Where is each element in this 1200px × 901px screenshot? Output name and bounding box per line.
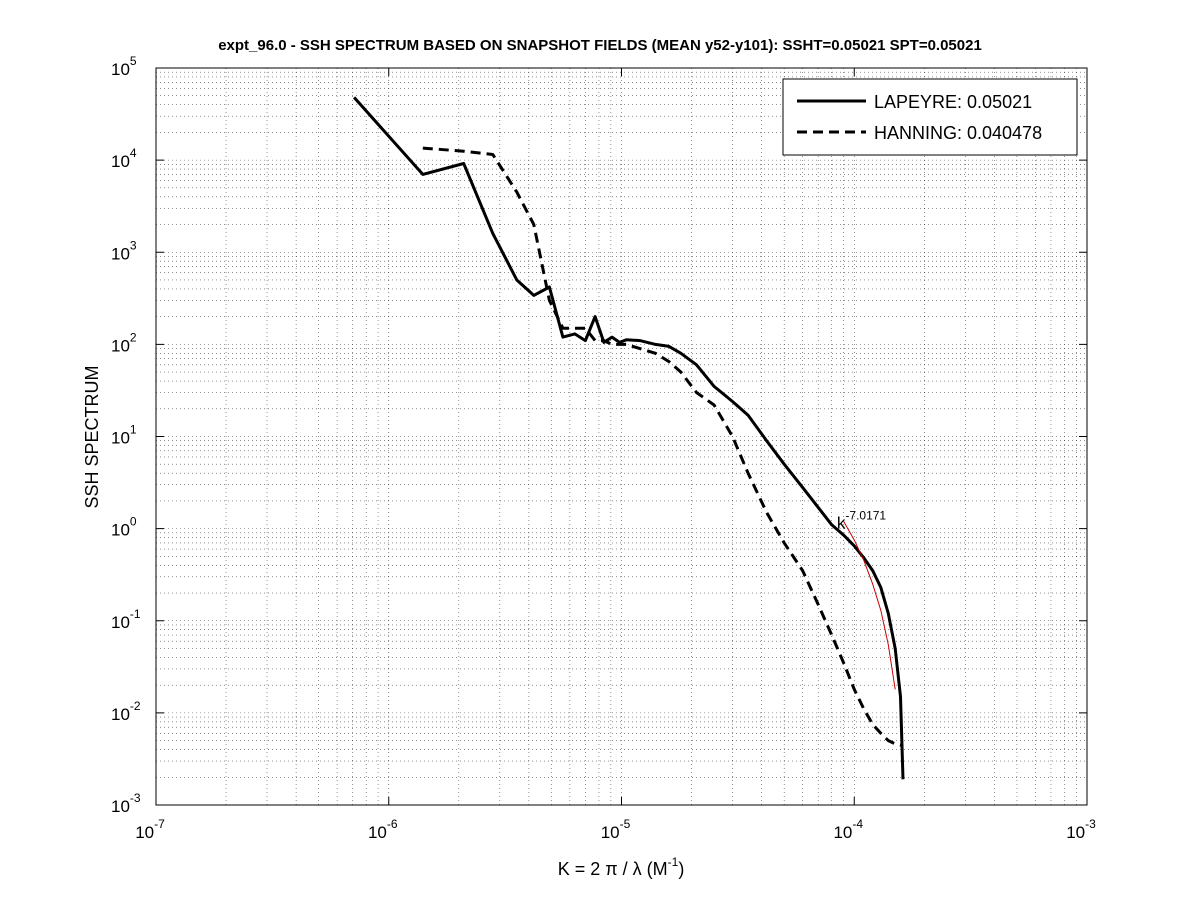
y-tick-label: 100 — [111, 515, 137, 540]
fit-slope-exponent: -7.0171 — [845, 509, 886, 523]
fit-slope-label: k-7.0171 — [837, 509, 887, 533]
y-axis-label: SSH SPECTRUM — [82, 365, 102, 508]
y-tick-label: 10-1 — [111, 607, 141, 632]
y-tick-label: 101 — [111, 423, 137, 448]
fit-annotation: k-7.0171 — [837, 509, 887, 533]
x-tick-label: 10-4 — [833, 817, 863, 842]
x-axis-label-main: K = 2 π / λ (M — [558, 859, 668, 879]
x-axis-label-exponent: -1 — [668, 855, 679, 869]
fit-slope-base: k — [837, 514, 846, 533]
legend: LAPEYRE: 0.05021 HANNING: 0.040478 — [782, 78, 1078, 156]
series-line-2 — [843, 521, 896, 690]
series-line-0 — [352, 96, 905, 780]
y-tick-label: 103 — [111, 238, 137, 263]
series-line-1 — [422, 146, 904, 748]
x-axis-label: K = 2 π / λ (M-1) — [558, 855, 685, 879]
y-tick-label: 102 — [111, 330, 137, 355]
legend-box — [782, 78, 1078, 156]
x-tick-label: 10-5 — [601, 817, 631, 842]
y-tick-label: 104 — [111, 146, 137, 171]
y-tick-label: 105 — [111, 54, 137, 79]
y-tick-label: 10-3 — [111, 791, 141, 816]
chart-title: expt_96.0 - SSH SPECTRUM BASED ON SNAPSH… — [218, 37, 982, 54]
legend-label-lapeyre: LAPEYRE: 0.05021 — [874, 92, 1032, 112]
axis-ticks: 10-7 10-6 10-5 10-4 10-3 10-3 10-2 10-1 100 101 10… — [111, 54, 1096, 842]
legend-label-hanning: HANNING: 0.040478 — [874, 123, 1042, 143]
x-tick-label: 10-3 — [1066, 817, 1096, 842]
x-axis-label-close: ) — [678, 859, 684, 879]
series-lines — [352, 96, 905, 780]
x-tick-label: 10-6 — [368, 817, 398, 842]
y-tick-label: 10-2 — [111, 699, 141, 724]
grid-lines — [156, 68, 1087, 805]
x-tick-label: 10-7 — [135, 817, 165, 842]
